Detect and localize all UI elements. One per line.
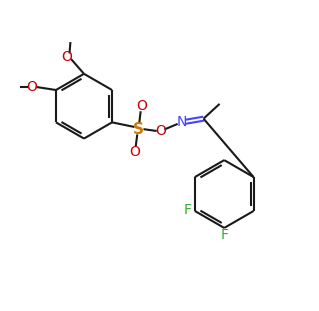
- Text: O: O: [130, 145, 141, 159]
- Text: O: O: [136, 99, 147, 113]
- Text: O: O: [62, 49, 72, 63]
- Text: F: F: [220, 228, 228, 242]
- Text: O: O: [26, 80, 37, 94]
- Text: F: F: [184, 203, 192, 217]
- Text: O: O: [155, 124, 166, 138]
- Text: N: N: [176, 115, 187, 129]
- Text: S: S: [133, 122, 144, 137]
